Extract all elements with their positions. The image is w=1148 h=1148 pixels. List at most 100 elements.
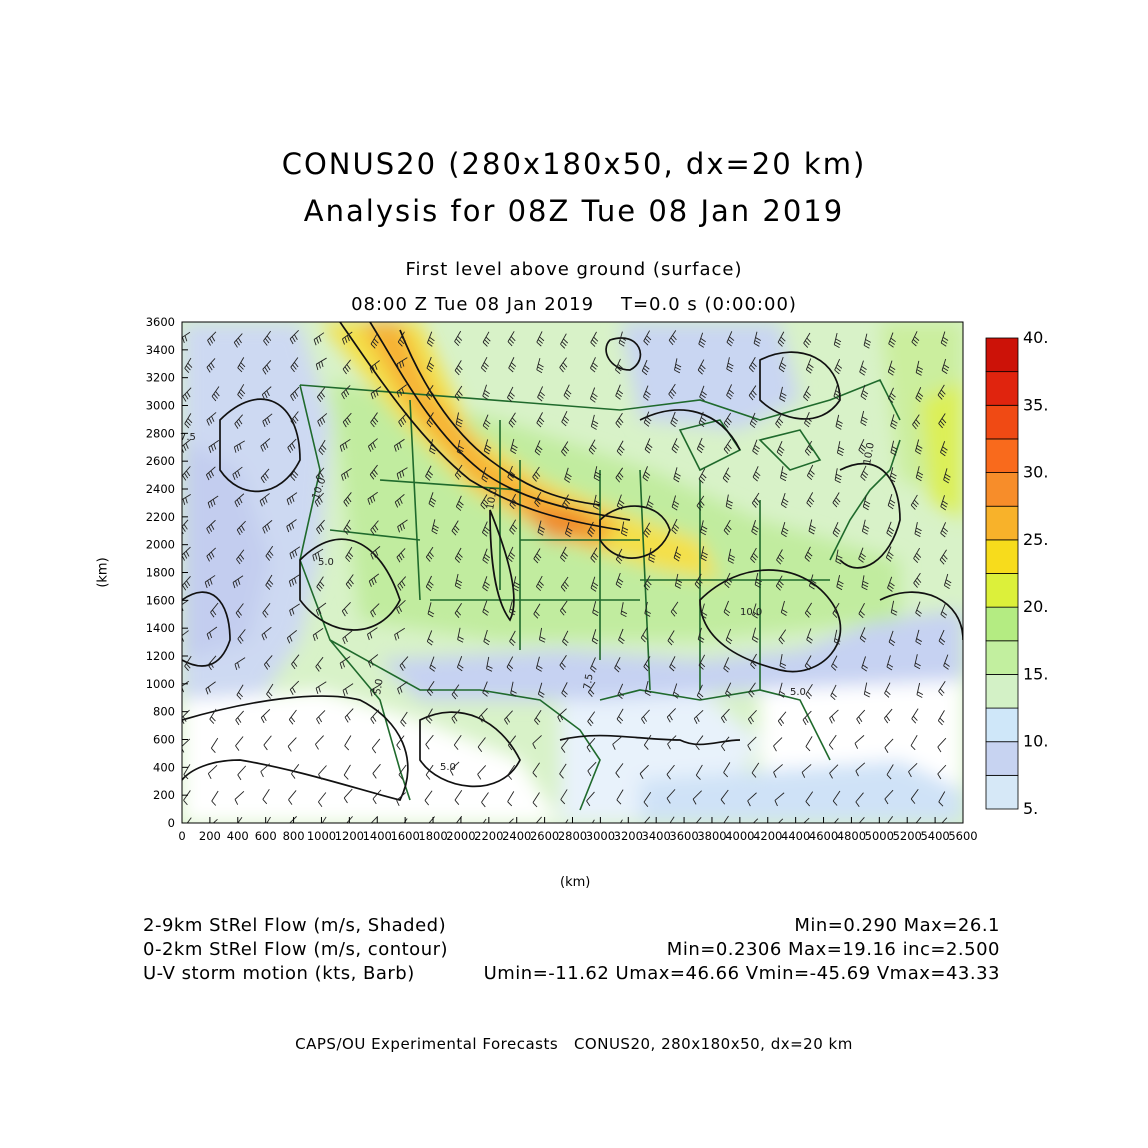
wind-barb bbox=[343, 492, 352, 507]
axes: 0 200 400 600 800 100012001400160018002000220… bbox=[146, 315, 978, 843]
wind-barb bbox=[615, 412, 624, 428]
x-tick-label: 2200 bbox=[474, 829, 503, 843]
wind-barb bbox=[889, 467, 897, 483]
wind-barb bbox=[888, 332, 896, 348]
valid-time-subtitle: 08:00 Z Tue 08 Jan 2019 T=0.0 s (0:00:00… bbox=[351, 294, 797, 315]
wind-barb bbox=[182, 576, 191, 591]
title-line-2: Analysis for 08Z Tue 08 Jan 2019 bbox=[303, 194, 845, 228]
x-tick-label: 1800 bbox=[418, 829, 447, 843]
wind-barb bbox=[915, 387, 924, 403]
wind-barb bbox=[260, 438, 271, 452]
wind-barb bbox=[342, 331, 353, 345]
wind-barb bbox=[290, 357, 299, 373]
wind-barb bbox=[182, 466, 191, 481]
wind-barb bbox=[398, 764, 407, 780]
wind-barb bbox=[482, 600, 489, 616]
wind-barb bbox=[586, 791, 595, 807]
wind-barb bbox=[646, 495, 654, 511]
wind-barb bbox=[695, 764, 703, 780]
wind-barb bbox=[720, 708, 730, 724]
wind-barb bbox=[723, 600, 731, 617]
wind-barb bbox=[369, 464, 378, 480]
wind-barb bbox=[396, 735, 405, 751]
contour-label: 10.0 bbox=[485, 487, 500, 511]
wind-barb bbox=[507, 735, 517, 751]
wind-barb bbox=[235, 736, 244, 751]
wind-barb bbox=[481, 521, 490, 537]
wind-barb bbox=[829, 709, 839, 724]
wind-barb bbox=[723, 762, 731, 778]
wind-barb bbox=[696, 437, 705, 454]
wind-barb bbox=[455, 495, 464, 511]
wind-barb bbox=[396, 357, 408, 370]
colorbar-swatch bbox=[985, 404, 1019, 440]
wind-barb bbox=[862, 495, 871, 511]
wind-barb bbox=[345, 546, 354, 563]
wind-barb bbox=[612, 736, 623, 750]
wind-barb bbox=[262, 789, 270, 805]
wind-barb bbox=[673, 546, 682, 562]
wind-barb bbox=[776, 549, 785, 565]
wind-barb bbox=[532, 735, 542, 750]
wind-barb bbox=[747, 709, 757, 725]
wind-barb bbox=[696, 684, 704, 700]
wind-barb bbox=[206, 412, 217, 426]
wind-barb bbox=[699, 385, 707, 401]
wind-barb bbox=[368, 654, 379, 668]
wind-barb bbox=[693, 709, 704, 724]
wind-barb bbox=[234, 493, 245, 508]
colorbar-swatch bbox=[985, 573, 1019, 608]
wind-barb bbox=[726, 357, 734, 373]
x-tick-label: 4000 bbox=[725, 829, 754, 843]
wind-barb bbox=[316, 710, 326, 725]
wind-barb bbox=[804, 546, 813, 562]
wind-barb bbox=[831, 655, 838, 671]
wind-barb bbox=[370, 709, 380, 724]
wind-barb bbox=[482, 681, 489, 697]
wind-barb bbox=[808, 574, 817, 590]
x-tick-label: 1000 bbox=[307, 829, 336, 843]
wind-barb bbox=[533, 548, 542, 564]
wind-barb bbox=[236, 684, 244, 700]
wind-barb bbox=[290, 465, 299, 481]
colorbar-label: 30. bbox=[1023, 463, 1048, 482]
wind-barb bbox=[370, 684, 382, 697]
y-tick-label: 2600 bbox=[146, 454, 175, 468]
x-tick-label: 4200 bbox=[753, 829, 782, 843]
wind-barb bbox=[372, 763, 381, 779]
wind-barb bbox=[643, 656, 651, 672]
boundaries bbox=[299, 378, 901, 811]
wind-barb bbox=[510, 438, 518, 455]
wind-barb bbox=[805, 683, 813, 700]
wind-barb bbox=[698, 332, 706, 348]
wind-barb bbox=[750, 653, 757, 669]
y-tick-label: 200 bbox=[153, 788, 175, 802]
wind-barb bbox=[590, 576, 599, 592]
wind-barb bbox=[723, 815, 729, 823]
level-subtitle: First level above ground (surface) bbox=[405, 259, 743, 280]
wind-barb bbox=[559, 763, 567, 779]
wind-barb bbox=[429, 656, 436, 672]
wind-barb bbox=[425, 465, 434, 481]
wind-barb bbox=[532, 792, 540, 808]
wind-barb bbox=[262, 520, 273, 534]
wind-barb bbox=[508, 412, 517, 428]
wind-barb bbox=[262, 602, 271, 618]
wind-barb bbox=[453, 734, 462, 750]
wind-barb bbox=[915, 629, 922, 645]
contour-label: 5.0 bbox=[440, 762, 456, 773]
wind-barb bbox=[722, 467, 731, 483]
wind-barb bbox=[858, 439, 867, 455]
contour-label: 5.0 bbox=[790, 687, 806, 698]
wind-barb bbox=[369, 360, 380, 374]
wind-barb bbox=[617, 683, 624, 699]
y-tick-label: 2800 bbox=[146, 426, 175, 440]
y-tick-label: 3400 bbox=[146, 343, 175, 357]
wind-barb bbox=[564, 522, 573, 538]
wind-barb bbox=[806, 628, 813, 644]
wind-barb bbox=[748, 682, 756, 698]
wind-barb bbox=[887, 387, 896, 403]
wind-barb bbox=[206, 519, 216, 534]
wind-barb bbox=[748, 357, 757, 373]
contour-label: 5.0 bbox=[318, 557, 334, 568]
